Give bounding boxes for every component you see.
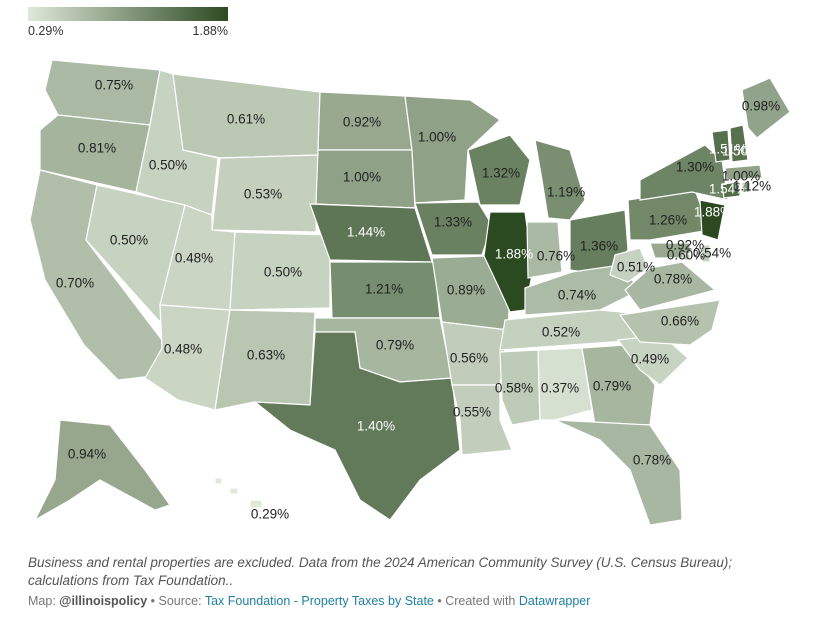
value-label-rhode-island: 1.12% <box>733 179 771 194</box>
value-label-west-virginia: 0.51% <box>617 260 655 275</box>
value-label-wyoming: 0.53% <box>244 187 282 202</box>
value-label-north-dakota: 0.92% <box>343 115 381 130</box>
source-prefix: • Source: <box>147 594 205 608</box>
region-massachusetts[interactable] <box>724 164 763 181</box>
region-new-hampshire[interactable] <box>729 124 749 163</box>
legend-min-label: 0.29% <box>28 24 64 38</box>
value-label-kentucky: 0.74% <box>558 288 596 303</box>
map-prefix: Map: <box>28 594 60 608</box>
value-label-nevada: 0.50% <box>110 233 148 248</box>
value-label-georgia: 0.79% <box>593 379 631 394</box>
region-indiana[interactable] <box>526 221 563 279</box>
value-label-oregon: 0.81% <box>78 141 116 156</box>
value-label-florida: 0.78% <box>633 453 671 468</box>
credits-line: Map: @illinoispolicy • Source: Tax Found… <box>28 594 590 608</box>
value-label-utah: 0.48% <box>175 251 213 266</box>
datawrapper-link[interactable]: Datawrapper <box>518 594 591 608</box>
region-hawaii[interactable] <box>214 477 263 509</box>
region-vermont[interactable] <box>711 129 731 163</box>
region-connecticut[interactable] <box>721 181 741 199</box>
value-label-ohio: 1.36% <box>580 239 618 254</box>
value-label-louisiana: 0.55% <box>453 405 491 420</box>
value-label-south-carolina: 0.49% <box>631 352 669 367</box>
value-label-new-york: 1.30% <box>676 160 714 175</box>
region-alaska[interactable] <box>33 419 171 522</box>
region-rhode-island[interactable] <box>741 181 751 194</box>
value-label-maryland: 0.92% <box>666 238 704 253</box>
region-new-jersey[interactable] <box>699 199 726 241</box>
legend-gradient-bar <box>28 7 228 21</box>
region-wyoming[interactable] <box>211 154 319 233</box>
value-label-delaware: 0.54% <box>693 246 731 261</box>
region-illinois[interactable] <box>483 211 534 313</box>
value-label-missouri: 0.89% <box>447 283 485 298</box>
value-label-south-dakota: 1.00% <box>343 170 381 185</box>
state-regions <box>29 59 791 526</box>
value-label-indiana: 0.76% <box>537 249 575 264</box>
value-label-kansas: 1.21% <box>365 282 403 297</box>
value-label-maine: 0.98% <box>742 99 780 114</box>
region-west-virginia[interactable] <box>609 247 649 283</box>
region-district-of-columbia[interactable] <box>682 253 691 261</box>
value-label-montana: 0.61% <box>227 112 265 127</box>
value-label-mississippi: 0.58% <box>495 381 533 396</box>
state-value-labels: 0.75% 0.81% 0.70% 0.50% 0.50% 0.61% 0.53% 0.48%… <box>56 78 780 522</box>
value-label-colorado: 0.50% <box>264 265 302 280</box>
region-new-york[interactable] <box>639 144 729 201</box>
region-michigan[interactable] <box>534 139 586 221</box>
region-maine[interactable] <box>741 77 791 139</box>
region-colorado[interactable] <box>229 231 331 311</box>
value-label-nebraska: 1.44% <box>347 225 385 240</box>
legend-max-label: 1.88% <box>192 24 228 38</box>
region-nevada[interactable] <box>85 184 186 324</box>
value-label-iowa: 1.33% <box>434 215 472 230</box>
region-louisiana[interactable] <box>451 384 513 456</box>
region-florida[interactable] <box>554 419 683 526</box>
value-label-illinois: 1.88% <box>495 247 533 262</box>
value-label-california: 0.70% <box>56 276 94 291</box>
value-label-district-of-columbia: 0.60% <box>667 248 705 263</box>
value-label-oklahoma: 0.79% <box>376 338 414 353</box>
region-texas[interactable] <box>253 331 461 521</box>
map-author: @illinoispolicy <box>59 594 148 608</box>
value-label-alabama: 0.37% <box>541 381 579 396</box>
region-alabama[interactable] <box>537 347 593 421</box>
value-label-new-hampshire: 1.50% <box>722 144 760 159</box>
value-label-arkansas: 0.56% <box>450 351 488 366</box>
value-label-hawaii: 0.29% <box>251 507 289 522</box>
value-label-north-carolina: 0.66% <box>661 314 699 329</box>
region-delaware[interactable] <box>701 244 711 263</box>
value-label-pennsylvania: 1.26% <box>649 213 687 228</box>
value-label-massachusetts: 1.00% <box>722 169 760 184</box>
value-label-virginia: 0.78% <box>654 272 692 287</box>
value-label-wisconsin: 1.32% <box>482 166 520 181</box>
region-minnesota[interactable] <box>404 95 501 204</box>
value-label-michigan: 1.19% <box>547 185 585 200</box>
us-choropleth-map: 0.75% 0.81% 0.70% 0.50% 0.50% 0.61% 0.53% 0.48%… <box>29 59 791 526</box>
region-mississippi[interactable] <box>499 349 541 426</box>
value-label-new-mexico: 0.63% <box>247 348 285 363</box>
value-label-washington: 0.75% <box>95 78 133 93</box>
value-label-minnesota: 1.00% <box>418 130 456 145</box>
value-label-texas: 1.40% <box>357 419 395 434</box>
value-label-alaska: 0.94% <box>68 447 106 462</box>
value-label-connecticut: 1.54% <box>709 182 747 197</box>
value-label-new-jersey: 1.88% <box>694 205 732 220</box>
region-wisconsin[interactable] <box>467 134 531 206</box>
value-label-tennessee: 0.52% <box>542 325 580 340</box>
region-virginia[interactable] <box>624 261 717 311</box>
created-prefix: • Created with <box>433 594 519 608</box>
value-label-arizona: 0.48% <box>164 342 202 357</box>
region-oregon[interactable] <box>39 114 151 193</box>
value-label-idaho: 0.50% <box>149 158 187 173</box>
source-link[interactable]: Tax Foundation - Property Taxes by State <box>204 594 434 608</box>
value-label-vermont: 1.51% <box>709 142 747 157</box>
footnote: Business and rental properties are exclu… <box>28 555 733 588</box>
color-legend: 0.29% 1.88% <box>28 7 228 38</box>
region-north-carolina[interactable] <box>618 299 721 346</box>
